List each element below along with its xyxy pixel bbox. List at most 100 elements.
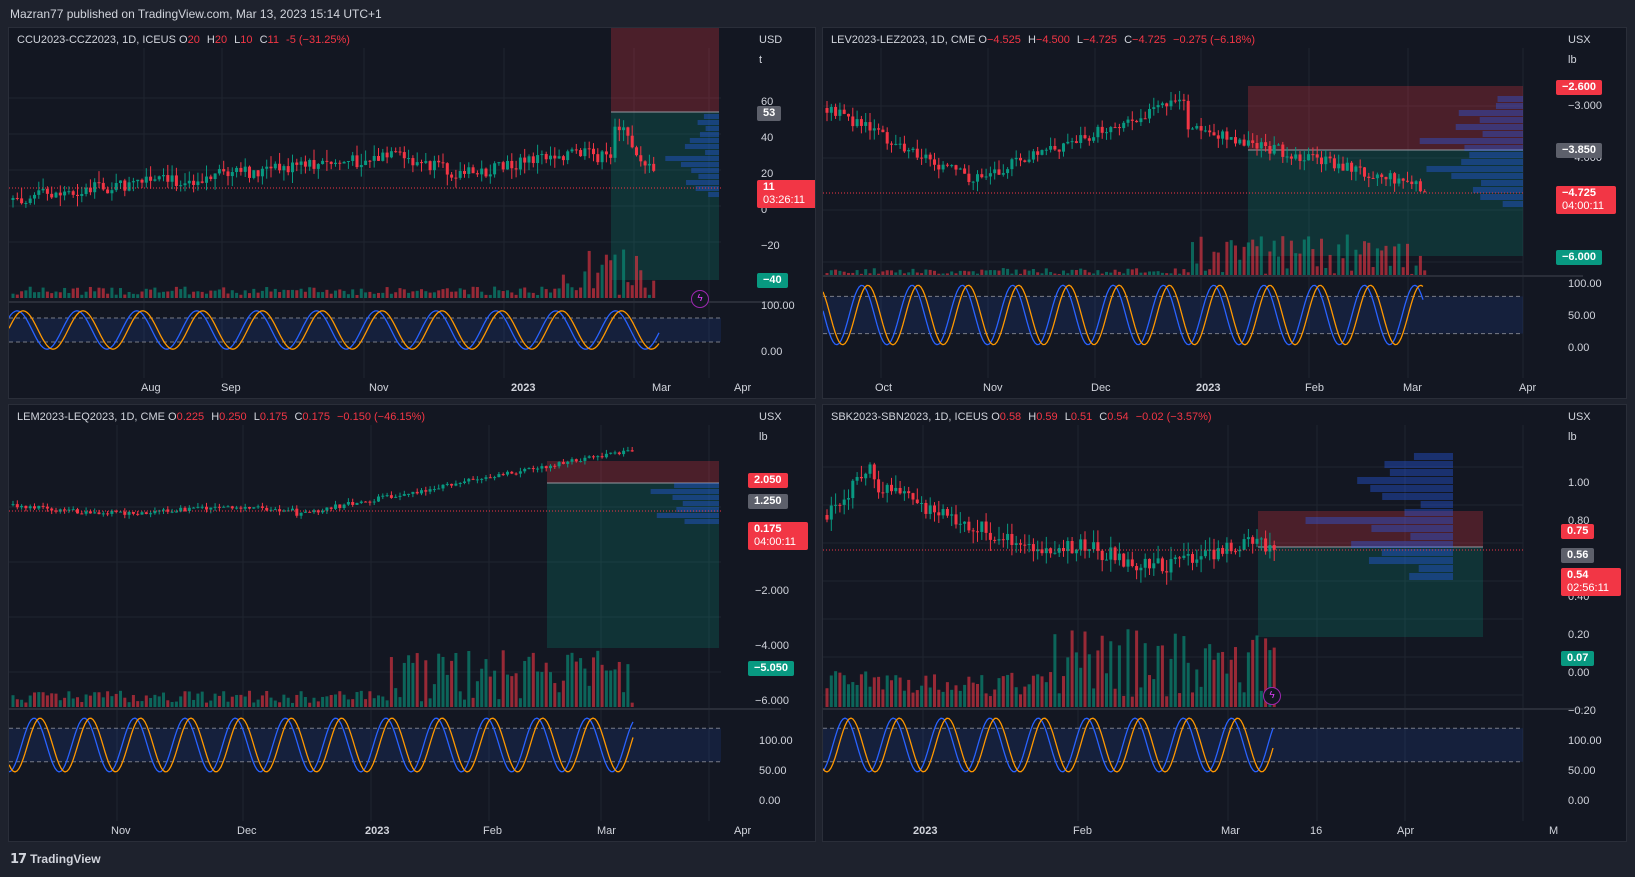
symbol-title[interactable]: SBK2023-SBN2023, 1D, ICEUS xyxy=(831,411,989,423)
volume-bar xyxy=(63,697,67,707)
volume-bar xyxy=(11,695,15,707)
volume-bar xyxy=(1049,271,1053,276)
volume-bar xyxy=(583,271,587,298)
volume-bar xyxy=(338,289,342,298)
osc-tick: 100.00 xyxy=(759,735,793,747)
chart-canvas[interactable] xyxy=(823,405,1626,841)
candle-body xyxy=(333,162,338,165)
volume-bar xyxy=(501,291,505,298)
volume-bar xyxy=(510,292,514,298)
candle-body xyxy=(196,506,200,508)
candle-body xyxy=(402,494,406,496)
volume-bar xyxy=(179,289,183,298)
volume-profile-bar xyxy=(1420,501,1453,508)
candle-body xyxy=(1203,130,1207,132)
candle-body xyxy=(230,172,234,177)
symbol-title[interactable]: LEM2023-LEQ2023, 1D, CME xyxy=(17,411,165,423)
candle-body xyxy=(630,135,634,148)
volume-bar xyxy=(273,288,277,298)
volume-bar xyxy=(114,294,118,298)
candle-body xyxy=(419,162,424,164)
volume-bar xyxy=(50,693,54,707)
volume-bar xyxy=(967,271,971,276)
volume-profile-bar xyxy=(689,138,719,143)
volume-bar xyxy=(1053,634,1057,707)
volume-bar xyxy=(941,691,945,707)
candle-body xyxy=(1410,181,1414,185)
candle-body xyxy=(1242,139,1246,146)
currency-label[interactable]: USX xyxy=(759,411,782,423)
chart-panel-lem[interactable]: LEM2023-LEQ2023, 1D, CME O0.225 H0.250 L… xyxy=(8,404,816,842)
volume-bar xyxy=(894,675,898,707)
candle-body xyxy=(1122,553,1126,567)
symbol-legend: LEM2023-LEQ2023, 1D, CME O0.225 H0.250 L… xyxy=(17,411,429,423)
volume-bar xyxy=(200,691,204,707)
volume-bar xyxy=(1040,273,1044,276)
stoch-k-line xyxy=(823,717,1274,773)
candle-body xyxy=(480,168,484,175)
volume-bar xyxy=(144,695,148,707)
volume-bar xyxy=(596,650,600,707)
candle-body xyxy=(54,510,58,512)
chart-canvas[interactable] xyxy=(823,28,1626,398)
volume-bar xyxy=(286,290,290,298)
volume-bar xyxy=(376,695,381,707)
chart-panel-sbk[interactable]: SBK2023-SBN2023, 1D, ICEUS O0.58 H0.59 L… xyxy=(822,404,1627,842)
candle-body xyxy=(1195,126,1199,129)
volume-bar xyxy=(110,287,114,298)
volume-bar xyxy=(1036,674,1040,707)
candle-body xyxy=(497,474,501,478)
candle-body xyxy=(153,511,157,514)
candle-body xyxy=(1018,157,1023,161)
candle-body xyxy=(980,174,984,178)
volume-profile-bar xyxy=(1480,194,1523,200)
volume-bar xyxy=(235,292,239,298)
currency-label[interactable]: USD xyxy=(759,34,783,46)
candle-body xyxy=(1229,542,1233,552)
candle-body xyxy=(1268,545,1272,552)
target-price-tag: 0.56 xyxy=(1561,548,1595,563)
candle-body xyxy=(200,506,204,508)
volume-bar xyxy=(153,694,157,707)
candle-body xyxy=(971,181,975,183)
volume-bar xyxy=(50,293,54,298)
candle-body xyxy=(1255,143,1259,149)
candle-body xyxy=(437,488,441,490)
price-tick: 1.00 xyxy=(1568,477,1590,489)
volume-bar xyxy=(372,698,376,707)
volume-bar xyxy=(1264,273,1268,276)
symbol-title[interactable]: CCU2023-CCZ2023, 1D, ICEUS xyxy=(17,34,176,46)
currency-label[interactable]: USX xyxy=(1568,411,1591,423)
x-tick: Nov xyxy=(111,825,131,837)
lightning-icon[interactable]: ϟ xyxy=(1263,687,1281,705)
volume-bar xyxy=(846,272,851,276)
candle-body xyxy=(286,166,290,173)
volume-bar xyxy=(110,696,114,707)
volume-bar xyxy=(299,691,303,707)
volume-bar xyxy=(88,286,92,298)
candle-body xyxy=(1130,559,1134,567)
candle-body xyxy=(63,191,67,196)
candle-body xyxy=(450,174,454,178)
volume-profile-bar xyxy=(684,144,719,149)
volume-bar xyxy=(316,701,320,707)
candle-body xyxy=(278,509,282,512)
lightning-icon[interactable]: ϟ xyxy=(691,290,709,308)
candle-body xyxy=(312,160,316,169)
candle-body xyxy=(1294,154,1298,159)
volume-bar xyxy=(333,694,338,707)
candle-body xyxy=(131,511,135,514)
currency-label[interactable]: USX xyxy=(1568,34,1591,46)
chart-panel-ccu[interactable]: CCU2023-CCZ2023, 1D, ICEUS O20 H20 L10 C… xyxy=(8,27,816,399)
tradingview-logo[interactable]: 𝟭𝟳 TradingView xyxy=(10,851,101,867)
symbol-title[interactable]: LEV2023-LEZ2023, 1D, CME xyxy=(831,34,976,46)
ohlc-values: O−4.525 H−4.500 L−4.725 C−4.725 −0.275 (… xyxy=(978,34,1255,46)
chart-canvas[interactable] xyxy=(9,405,815,841)
candle-body xyxy=(937,512,941,516)
chart-panel-lev[interactable]: LEV2023-LEZ2023, 1D, CME O−4.525 H−4.500… xyxy=(822,27,1627,399)
volume-bar xyxy=(1178,693,1182,707)
volume-bar xyxy=(45,695,49,707)
chart-canvas[interactable] xyxy=(9,28,815,398)
volume-bar xyxy=(1092,688,1096,707)
volume-profile-bar xyxy=(1479,117,1523,123)
